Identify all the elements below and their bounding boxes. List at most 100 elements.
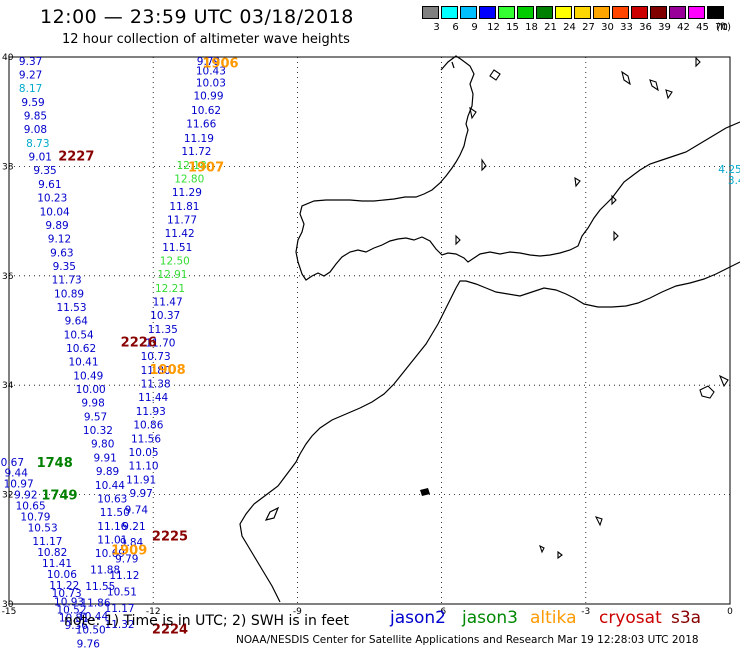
wave-height-value: 11.12 xyxy=(109,570,139,582)
wave-height-value: 8.73 xyxy=(26,138,49,150)
wave-height-value: 9.36 xyxy=(65,620,89,632)
pass-number-label: 1748 xyxy=(37,456,73,471)
lat-tick-label: 34 xyxy=(2,381,14,391)
legend-label-9: 9 xyxy=(471,22,478,33)
map-title: 12:00 — 23:59 UTC 03/18/2018 xyxy=(40,6,354,28)
wave-height-value: 10.73 xyxy=(52,588,82,600)
wave-height-value: 10.00 xyxy=(76,384,106,396)
wave-height-value: 9.91 xyxy=(93,452,116,464)
wave-height-value: 11.29 xyxy=(172,187,202,199)
wave-height-value: 10.69 xyxy=(95,548,125,560)
wave-height-value: 10.04 xyxy=(40,206,70,218)
legend-swatch-9 xyxy=(460,6,477,19)
legend-swatch-24 xyxy=(555,6,572,19)
legend-label-18: 18 xyxy=(525,22,538,33)
legend-label-39: 39 xyxy=(658,22,671,33)
footnote: note: 1) Time is in UTC; 2) SWH is in fe… xyxy=(64,613,350,629)
lat-tick-label: 36 xyxy=(2,272,14,282)
wave-height-value: 9.64 xyxy=(65,316,89,328)
legend-swatch-30 xyxy=(593,6,610,19)
wave-height-value: 11.80 xyxy=(141,365,171,377)
wave-height-value: 11.19 xyxy=(184,133,214,145)
legend-swatch-27 xyxy=(574,6,591,19)
wave-height-value: 11.77 xyxy=(167,214,197,226)
satellite-legend-jason2: jason2 xyxy=(390,608,446,628)
wave-height-value: 9.61 xyxy=(38,179,61,191)
legend-swatch-3 xyxy=(422,6,439,19)
legend-label-6: 6 xyxy=(452,22,459,33)
wave-height-value: 11.44 xyxy=(138,392,168,404)
wave-height-value: 12.18 xyxy=(177,160,207,172)
wave-height-value: 12.21 xyxy=(155,283,185,295)
wave-height-value: 10.44 xyxy=(95,480,125,492)
wave-height-value: 10.54 xyxy=(64,329,94,341)
satellite-tracks: 9.7910.4310.0310.9910.6211.6611.1911.721… xyxy=(0,56,740,650)
wave-height-value: 10.65 xyxy=(16,501,46,513)
wave-height-value: 9.89 xyxy=(96,466,119,478)
wave-height-value: 11.01 xyxy=(97,534,127,546)
axis-labels: -15 -12 -9 -6 -3 0 40 38 36 34 32 30 xyxy=(2,53,733,617)
wave-height-value: 10.03 xyxy=(196,78,226,90)
wave-height-value: 10.67 xyxy=(0,457,24,469)
wave-height-value: 10.41 xyxy=(68,357,98,369)
wave-height-value: 9.08 xyxy=(24,124,47,136)
wave-height-value: 11.73 xyxy=(52,275,82,287)
legend-swatch-33 xyxy=(612,6,629,19)
wave-height-value: 10.81 xyxy=(59,613,89,625)
legend-swatch-70 xyxy=(707,6,724,19)
wave-height-value: 10.52 xyxy=(56,604,86,616)
lat-tick-label: 30 xyxy=(2,600,14,610)
legend-swatch-12 xyxy=(479,6,496,19)
pass-number-label: 2226 xyxy=(121,335,157,350)
legend-label-42: 42 xyxy=(677,22,690,33)
wave-height-value: 10.79 xyxy=(20,511,50,523)
wave-height-value: 10.99 xyxy=(193,90,223,102)
wave-height-value: 4.25 xyxy=(718,164,740,176)
wave-height-value: 11.88 xyxy=(90,565,120,577)
wave-height-value: 11.72 xyxy=(181,146,211,158)
pass-number-label: 1907 xyxy=(188,160,224,175)
wave-height-value: 10.53 xyxy=(28,522,58,534)
lon-tick-label: 0 xyxy=(727,607,733,617)
wave-height-value: 11.42 xyxy=(165,228,195,240)
pass-number-label: 1908 xyxy=(150,363,186,378)
wave-height-value: 11.66 xyxy=(186,119,216,131)
wave-height-value: 10.73 xyxy=(141,351,171,363)
wave-height-value: 10.06 xyxy=(47,569,77,581)
wave-height-value: 11.53 xyxy=(56,302,86,314)
lon-tick-label: -6 xyxy=(437,607,446,617)
wave-height-value: 11.93 xyxy=(136,406,166,418)
coastline xyxy=(239,55,740,603)
wave-height-value: 11.17 xyxy=(105,603,135,615)
wave-height-value: 10.23 xyxy=(37,193,67,205)
legend-swatch-21 xyxy=(536,6,553,19)
wave-height-value: 9.57 xyxy=(84,411,107,423)
pass-number-label: 2224 xyxy=(152,623,188,638)
islands xyxy=(455,56,729,560)
wave-height-value: 11.22 xyxy=(49,580,79,592)
legend-label-70: 70 xyxy=(715,22,728,33)
wave-height-value: 10.32 xyxy=(83,425,113,437)
legend-label-36: 36 xyxy=(639,22,652,33)
wave-height-value: 11.56 xyxy=(131,433,161,445)
wave-height-value: 11.47 xyxy=(153,297,183,309)
wave-height-value: 3.43 xyxy=(728,175,740,187)
lat-lon-grid xyxy=(8,56,731,605)
wave-height-value: 11.41 xyxy=(42,558,72,570)
wave-height-value: 11.86 xyxy=(80,597,110,609)
wave-height-value: 11.16 xyxy=(97,521,127,533)
wave-height-value: 10.63 xyxy=(97,493,127,505)
wave-height-value: 10.93 xyxy=(54,596,84,608)
map-frame xyxy=(8,56,731,605)
wave-height-value: 9.84 xyxy=(120,537,144,549)
wave-height-value: 11.51 xyxy=(162,242,192,254)
wave-height-value: 10.89 xyxy=(54,288,84,300)
wave-height-value: 9.98 xyxy=(81,398,104,410)
wave-height-value: 11.70 xyxy=(145,338,175,350)
wave-height-value: 11.10 xyxy=(129,461,159,473)
legend-swatch-6 xyxy=(441,6,458,19)
wave-height-value: 12.50 xyxy=(160,255,190,267)
wave-height-value: 11.32 xyxy=(105,619,135,631)
lat-tick-label: 32 xyxy=(2,491,13,501)
